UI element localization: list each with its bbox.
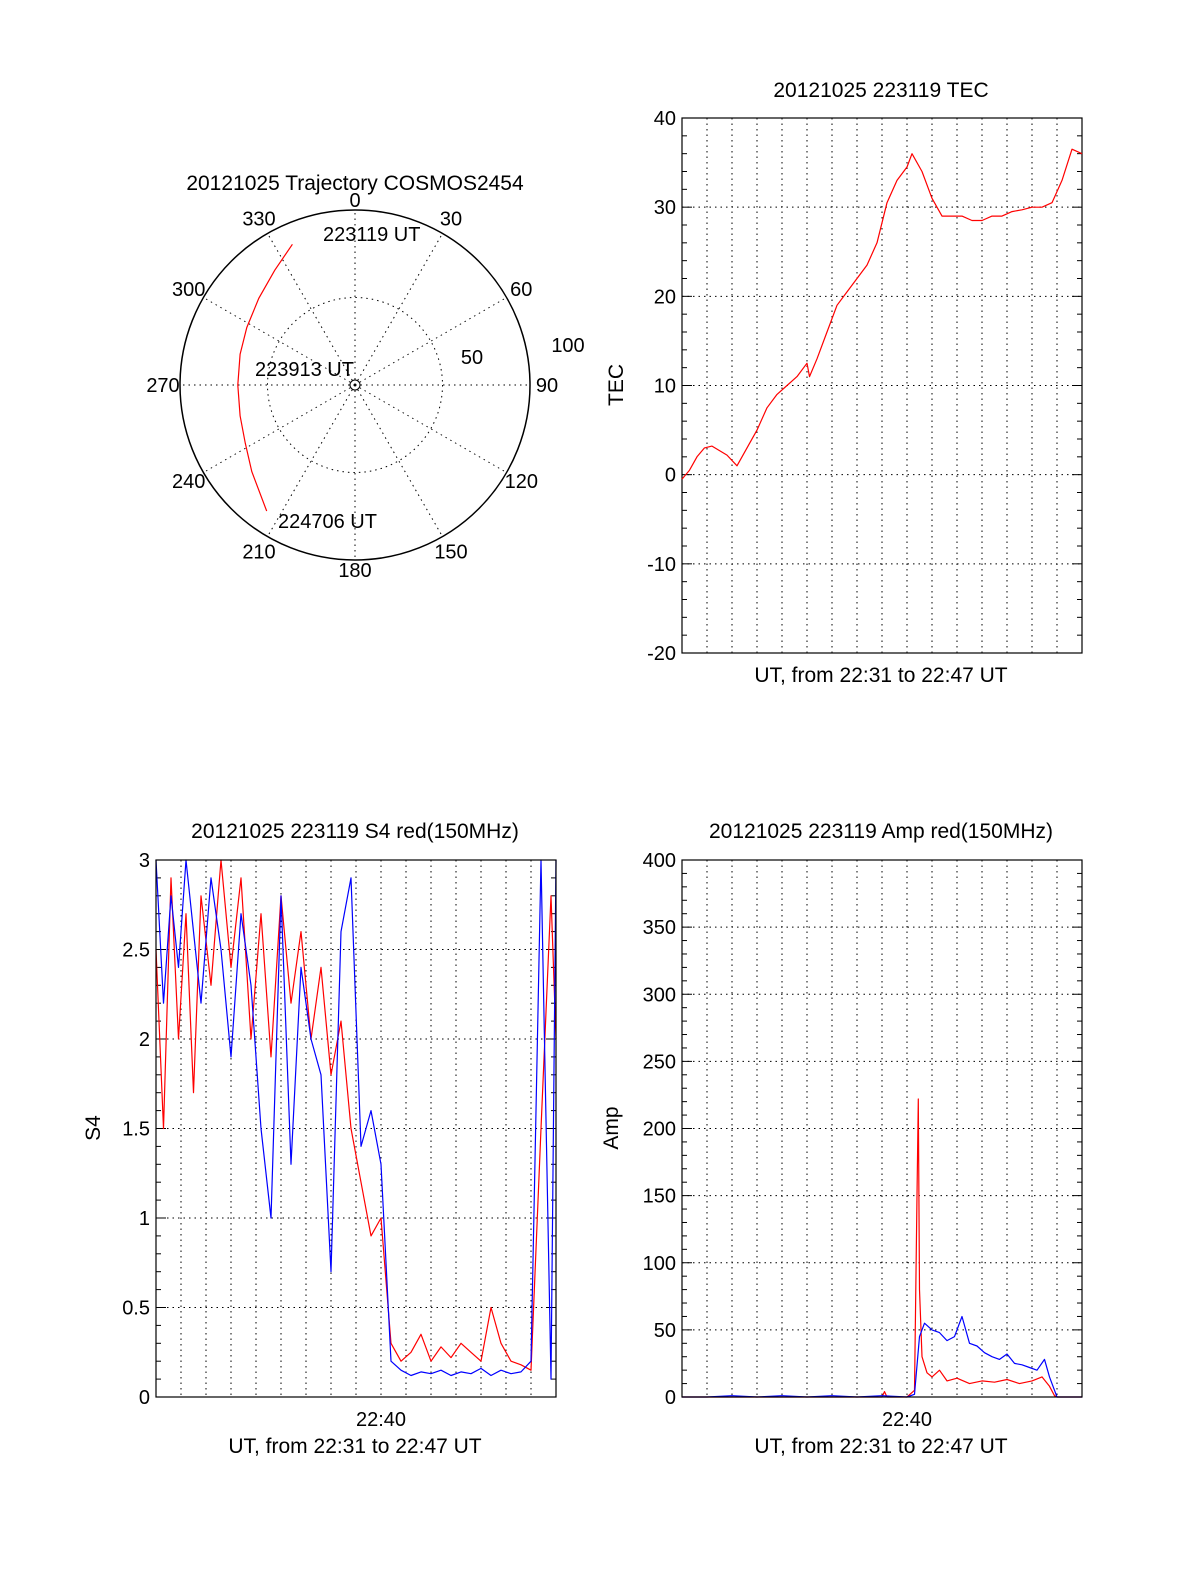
tec-series — [681, 148, 1083, 480]
polar-angle-label-270: 270 — [146, 375, 179, 397]
polar-angle-label-150: 150 — [434, 541, 467, 563]
polar-radial-label-100: 100 — [551, 335, 584, 357]
polar-angle-label-240: 240 — [172, 471, 205, 493]
s4-plot-frame — [155, 859, 557, 1398]
tec-ytick-label: 30 — [654, 197, 676, 219]
tec-ytick-label: -20 — [647, 643, 676, 665]
polar-spokes — [180, 210, 530, 560]
polar-angle-label-120: 120 — [505, 471, 538, 493]
polar-trajectory — [237, 243, 293, 512]
tec-ytick-label: 0 — [665, 465, 676, 487]
polar-title: 20121025 Trajectory COSMOS2454 — [186, 172, 524, 195]
tec-ylabel: TEC — [605, 364, 628, 406]
s4-x-tick-labels: 22:40 — [356, 1409, 406, 1431]
s4-ytick-label: 0 — [139, 1387, 150, 1409]
polar-angle-label-30: 30 — [440, 209, 462, 231]
amp-ytick-label: 200 — [643, 1119, 676, 1141]
tec-minor-ticks — [682, 117, 1082, 654]
s4-ylabel: S4 — [82, 1115, 105, 1141]
tec-y-tick-labels: 40 30 20 10 0 -10 -20 — [647, 108, 676, 665]
amp-ytick-label: 50 — [654, 1320, 676, 1342]
polar-angle-label-180: 180 — [338, 560, 371, 582]
amp-xlabel: UT, from 22:31 to 22:47 UT — [754, 1435, 1007, 1458]
polar-annotation-end: 224706 UT — [278, 511, 377, 533]
s4-ytick-label: 0.5 — [122, 1298, 150, 1320]
s4-ytick-label: 2.5 — [122, 940, 150, 962]
amp-series — [682, 1098, 1082, 1398]
polar-spoke-240 — [203, 384, 356, 473]
polar-angle-label-210: 210 — [242, 541, 275, 563]
amp-ytick-label: 0 — [665, 1387, 676, 1409]
polar-outer-ring — [179, 209, 531, 561]
amp-ylabel: Amp — [600, 1106, 623, 1149]
polar-angle-labels: 0 30 60 90 120 150 180 210 240 270 300 330 — [146, 190, 558, 582]
polar-angle-label-330: 330 — [242, 209, 275, 231]
tec-grid — [682, 118, 1082, 653]
s4-ytick-label: 3 — [139, 850, 150, 872]
tec-title: 20121025 223119 TEC — [773, 79, 988, 102]
amp-grid — [682, 860, 1082, 1397]
tec-series-line-0 — [681, 148, 1083, 480]
s4-y-tick-labels: 3 2.5 2 1.5 1 0.5 0 — [122, 850, 150, 1409]
polar-angle-label-300: 300 — [172, 279, 205, 301]
amp-xtick-label: 22:40 — [882, 1409, 932, 1431]
s4-title: 20121025 223119 S4 red(150MHz) — [191, 820, 519, 843]
polar-spoke-120 — [354, 384, 507, 473]
polar-center — [349, 379, 361, 391]
tec-ytick-label: 40 — [654, 108, 676, 130]
s4-panel: 20121025 223119 S4 red(150MHz) 3 2.5 2 1.5 1… — [82, 820, 557, 1458]
polar-spoke-60 — [354, 297, 507, 386]
s4-ytick-label: 2 — [139, 1029, 150, 1051]
amp-y-tick-labels: 400 350 300 250 200 150 100 50 0 — [643, 850, 676, 1409]
s4-minor-ticks — [156, 859, 556, 1398]
tec-ytick-label: 10 — [654, 376, 676, 398]
tec-xlabel: UT, from 22:31 to 22:47 UT — [754, 664, 1007, 687]
amp-series-line-0 — [682, 1098, 1082, 1398]
polar-angle-label-0: 0 — [349, 190, 360, 212]
amp-ytick-label: 150 — [643, 1186, 676, 1208]
polar-annotation-start: 223119 UT — [323, 224, 420, 246]
tec-plot-frame — [681, 117, 1083, 654]
tec-ytick-label: -10 — [647, 554, 676, 576]
amp-ytick-label: 100 — [643, 1253, 676, 1275]
polar-panel: 20121025 Trajectory COSMOS2454 0 30 60 90 12… — [146, 172, 584, 582]
amp-x-tick-labels: 22:40 — [882, 1409, 932, 1431]
amp-plot-frame — [681, 859, 1083, 1398]
amp-series-line-1 — [682, 1315, 1082, 1398]
polar-radial-label-50: 50 — [461, 347, 483, 369]
tec-ytick-label: 20 — [654, 286, 676, 308]
polar-inner-ring — [267, 297, 443, 473]
polar-angle-label-90: 90 — [536, 375, 558, 397]
s4-series — [155, 859, 557, 1380]
amp-title: 20121025 223119 Amp red(150MHz) — [709, 820, 1053, 843]
amp-ytick-label: 250 — [643, 1051, 676, 1073]
s4-series-line-1 — [155, 859, 557, 1380]
polar-annotation-mid: 223913 UT — [255, 359, 354, 381]
amp-panel: 20121025 223119 Amp red(150MHz) 400 350 30… — [600, 820, 1083, 1458]
s4-series-line-0 — [155, 859, 557, 1371]
s4-grid — [156, 860, 556, 1397]
polar-angle-label-60: 60 — [510, 279, 532, 301]
amp-minor-ticks — [682, 859, 1082, 1398]
s4-ytick-label: 1.5 — [122, 1119, 150, 1141]
s4-ytick-label: 1 — [139, 1208, 150, 1230]
s4-xtick-label: 22:40 — [356, 1409, 406, 1431]
s4-xlabel: UT, from 22:31 to 22:47 UT — [228, 1435, 481, 1458]
amp-ytick-label: 400 — [643, 850, 676, 872]
amp-ytick-label: 350 — [643, 917, 676, 939]
amp-ytick-label: 300 — [643, 984, 676, 1006]
